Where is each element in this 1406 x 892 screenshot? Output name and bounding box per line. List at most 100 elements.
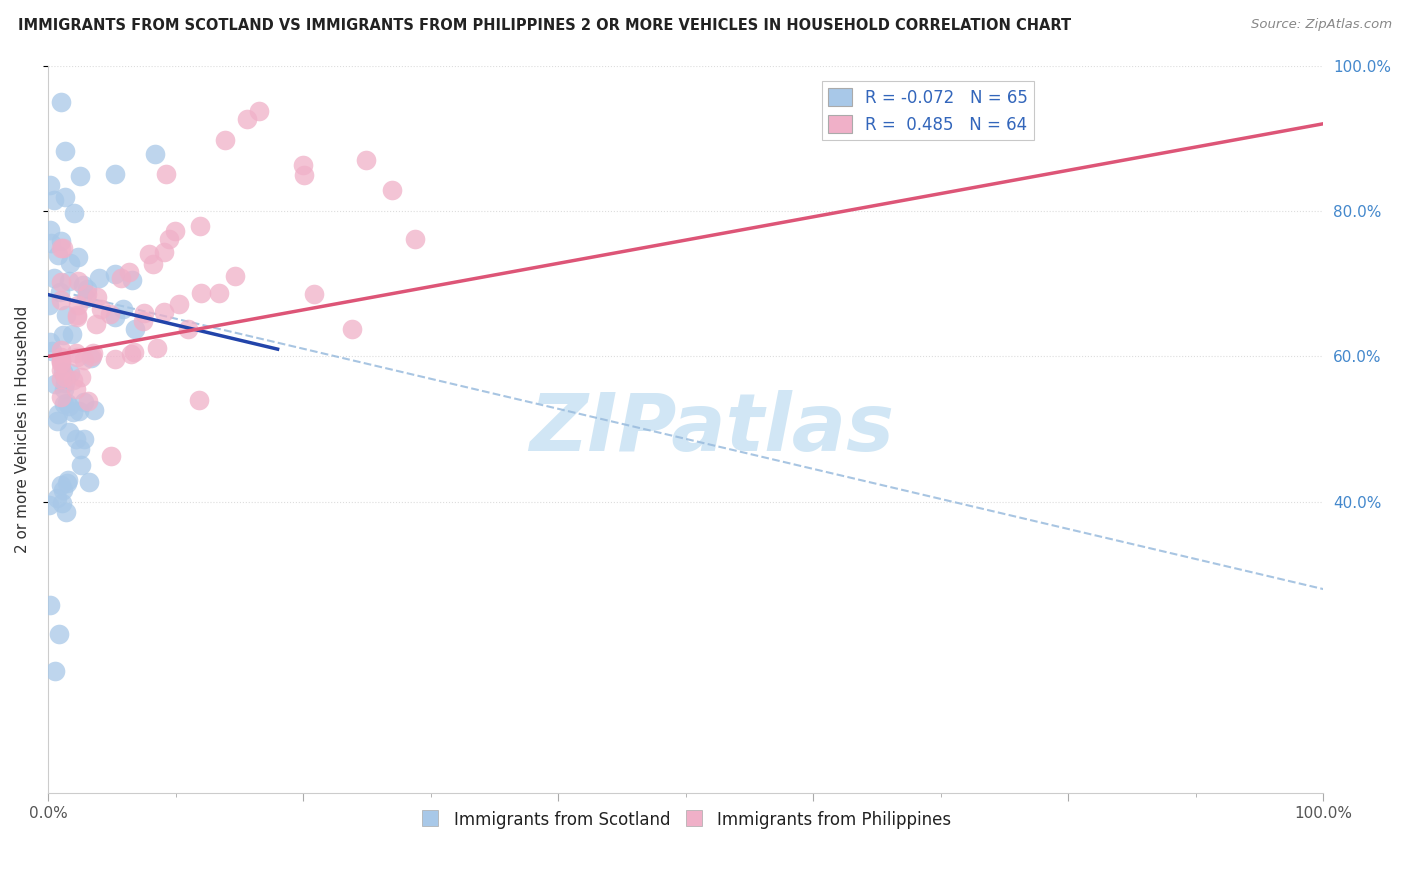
Point: [49, 390, 72, 404]
Point: [354, 153, 377, 168]
Point: [65, 346, 87, 360]
Y-axis label: 2 or more Vehicles in Household: 2 or more Vehicles in Household: [15, 305, 30, 553]
Point: [53, 369, 76, 384]
Point: [56, 396, 79, 410]
Point: [52, 241, 75, 255]
Point: [66, 350, 89, 364]
Point: [58, 425, 80, 439]
Point: [39, 598, 62, 612]
Point: [70, 458, 93, 472]
Point: [131, 314, 153, 328]
Point: [80, 349, 103, 363]
Point: [53, 376, 76, 390]
Point: [177, 321, 200, 335]
Point: [76, 287, 98, 301]
Point: [58, 273, 80, 287]
Point: [45, 491, 67, 506]
Point: [87, 270, 110, 285]
Point: [49, 372, 72, 386]
Point: [153, 244, 176, 259]
Point: [90, 302, 112, 317]
Point: [79, 351, 101, 365]
Point: [49, 363, 72, 377]
Point: [86, 290, 108, 304]
Point: [38, 298, 60, 312]
Point: [155, 167, 177, 181]
Point: [52, 365, 75, 379]
Point: [56, 476, 79, 491]
Point: [340, 322, 363, 336]
Point: [190, 219, 212, 233]
Point: [98, 307, 121, 321]
Point: [112, 302, 135, 317]
Point: [302, 287, 325, 301]
Point: [83, 402, 105, 417]
Point: [235, 112, 257, 127]
Point: [49, 234, 72, 248]
Point: [55, 308, 77, 322]
Point: [49, 477, 72, 491]
Point: [76, 282, 98, 296]
Point: [46, 414, 69, 428]
Point: [59, 366, 82, 380]
Point: [66, 308, 89, 322]
Point: [146, 341, 169, 355]
Point: [49, 285, 72, 299]
Point: [58, 400, 80, 414]
Point: [214, 133, 236, 147]
Point: [65, 432, 87, 446]
Point: [49, 354, 72, 368]
Point: [49, 343, 72, 357]
Point: [67, 404, 90, 418]
Point: [59, 256, 82, 270]
Point: [247, 104, 270, 119]
Point: [142, 258, 165, 272]
Point: [66, 310, 89, 324]
Point: [49, 275, 72, 289]
Point: [52, 483, 75, 497]
Point: [190, 285, 212, 300]
Point: [124, 322, 146, 336]
Point: [77, 475, 100, 490]
Point: [292, 168, 315, 182]
Point: [51, 495, 73, 509]
Point: [38, 498, 60, 512]
Point: [38, 222, 60, 236]
Point: [44, 377, 66, 392]
Point: [65, 382, 87, 396]
Point: [53, 382, 76, 396]
Point: [224, 268, 246, 283]
Point: [67, 297, 90, 311]
Point: [165, 224, 187, 238]
Point: [48, 407, 70, 421]
Text: Source: ZipAtlas.com: Source: ZipAtlas.com: [1251, 18, 1392, 31]
Point: [75, 291, 97, 305]
Point: [69, 169, 91, 183]
Point: [73, 353, 96, 368]
Point: [56, 473, 79, 487]
Point: [143, 147, 166, 161]
Point: [62, 206, 84, 220]
Point: [49, 95, 72, 109]
Point: [167, 297, 190, 311]
Point: [72, 277, 94, 292]
Text: IMMIGRANTS FROM SCOTLAND VS IMMIGRANTS FROM PHILIPPINES 2 OR MORE VEHICLES IN HO: IMMIGRANTS FROM SCOTLAND VS IMMIGRANTS F…: [18, 18, 1071, 33]
Point: [66, 274, 89, 288]
Point: [42, 270, 65, 285]
Point: [208, 285, 231, 300]
Point: [153, 304, 176, 318]
Point: [41, 344, 63, 359]
Point: [53, 190, 76, 204]
Point: [381, 183, 404, 197]
Point: [120, 347, 142, 361]
Point: [110, 271, 132, 285]
Point: [60, 326, 83, 341]
Point: [73, 394, 96, 409]
Point: [39, 334, 62, 349]
Point: [44, 664, 66, 678]
Legend: Immigrants from Scotland, Immigrants from Philippines: Immigrants from Scotland, Immigrants fro…: [413, 804, 957, 835]
Point: [52, 328, 75, 343]
Point: [44, 193, 66, 207]
Point: [73, 432, 96, 446]
Point: [77, 394, 100, 409]
